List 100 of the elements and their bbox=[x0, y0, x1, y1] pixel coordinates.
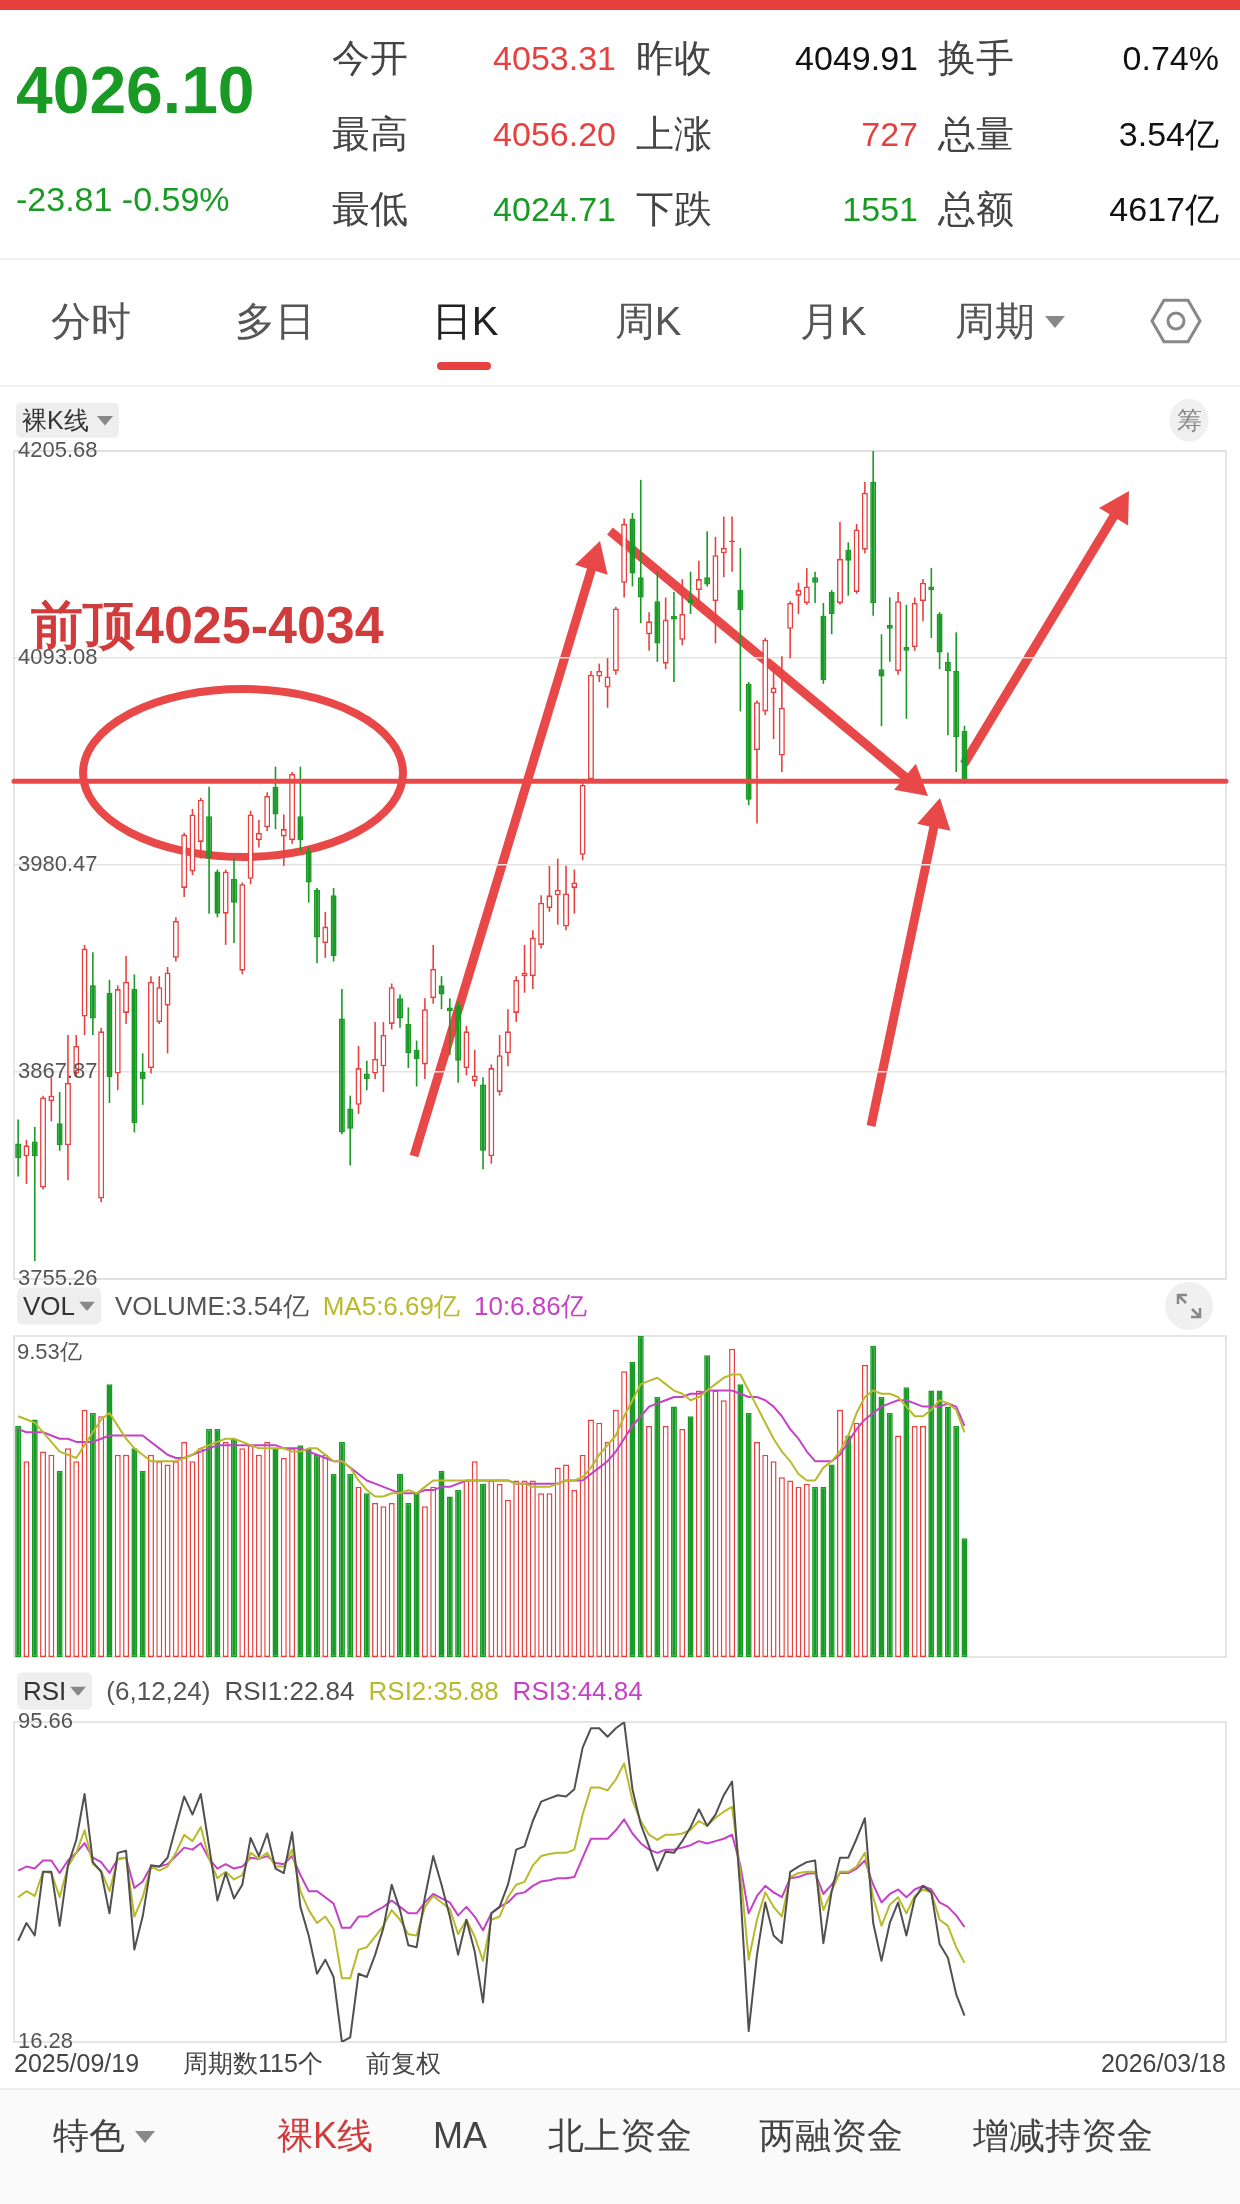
candlestick bbox=[845, 541, 852, 597]
text: 裸K线 bbox=[277, 2115, 374, 2157]
candlestick bbox=[670, 591, 677, 683]
candlestick bbox=[795, 581, 802, 615]
candlestick bbox=[363, 1059, 370, 1091]
text: 周期 bbox=[955, 298, 1035, 344]
text: 总额 bbox=[938, 188, 1014, 232]
text: 4026.10 bbox=[16, 53, 255, 129]
candlestick bbox=[571, 868, 578, 915]
candlestick bbox=[330, 887, 337, 963]
y-tick-label: 3755.26 bbox=[18, 1265, 98, 1291]
candlestick bbox=[189, 808, 196, 876]
candlestick bbox=[695, 559, 702, 610]
text: 今开 bbox=[332, 37, 408, 81]
text: 1551 bbox=[842, 190, 918, 230]
y-tick-label: 3980.47 bbox=[18, 851, 98, 877]
candlestick bbox=[637, 479, 644, 625]
text: 日K bbox=[431, 298, 499, 344]
candlestick bbox=[629, 512, 636, 588]
text: RSI2:35.88 bbox=[368, 1675, 499, 1707]
text: 4049.91 bbox=[795, 39, 918, 79]
text: RSI bbox=[23, 1675, 67, 1707]
text: 2026/03/18 bbox=[1100, 2048, 1226, 2078]
text: 上涨 bbox=[636, 113, 712, 157]
candlestick bbox=[272, 765, 279, 830]
text: -23.81 -0.59% bbox=[16, 180, 230, 220]
text: (6,12,24) bbox=[106, 1675, 211, 1707]
candlestick bbox=[322, 911, 329, 959]
candlestick bbox=[438, 975, 445, 1011]
text: 昨收 bbox=[636, 37, 712, 81]
text: 两融资金 bbox=[759, 2115, 903, 2157]
text: 3.54亿 bbox=[1118, 115, 1219, 155]
text: 4024.71 bbox=[493, 190, 616, 230]
candlestick bbox=[106, 979, 113, 1104]
text: 北上资金 bbox=[548, 2115, 692, 2157]
candlestick bbox=[297, 765, 304, 852]
candlestick bbox=[596, 662, 603, 683]
text: MA bbox=[433, 2115, 487, 2157]
candlestick bbox=[928, 567, 935, 639]
candlestick bbox=[247, 809, 254, 886]
candlestick bbox=[853, 523, 860, 595]
text: 增减持资金 bbox=[973, 2115, 1153, 2157]
text: 多日 bbox=[235, 298, 315, 344]
candlestick bbox=[828, 589, 835, 636]
text: 筹 bbox=[1169, 398, 1209, 442]
candlestick bbox=[380, 1021, 387, 1093]
candlestick bbox=[214, 868, 221, 919]
candlestick bbox=[820, 602, 827, 685]
candlestick bbox=[164, 966, 171, 1055]
candlestick bbox=[737, 547, 744, 713]
candlestick bbox=[355, 1045, 362, 1115]
candlestick bbox=[704, 530, 711, 588]
text: MA5:6.69亿 bbox=[322, 1289, 460, 1323]
candlestick bbox=[56, 1091, 63, 1152]
text: 月K bbox=[799, 298, 867, 344]
text: VOLUME:3.54亿 bbox=[115, 1289, 309, 1323]
candlestick bbox=[413, 1039, 420, 1088]
candlestick bbox=[347, 1094, 354, 1167]
text: VOL bbox=[23, 1290, 76, 1322]
candlestick bbox=[471, 1048, 478, 1088]
text: 周K bbox=[614, 298, 682, 344]
text: 总量 bbox=[938, 113, 1014, 157]
candlestick bbox=[131, 973, 138, 1134]
candlestick bbox=[604, 657, 611, 709]
text: 分时 bbox=[51, 298, 131, 344]
candlestick bbox=[720, 515, 727, 579]
candlestick bbox=[521, 944, 528, 994]
text: 4053.31 bbox=[493, 39, 616, 79]
text: 前复权 bbox=[366, 2048, 441, 2078]
candlestick bbox=[15, 1118, 22, 1178]
y-tick-label: 4205.68 bbox=[18, 437, 98, 463]
text: 裸K线 bbox=[16, 402, 119, 438]
text: 727 bbox=[861, 115, 918, 155]
y-tick-label: 95.66 bbox=[18, 1708, 74, 1734]
text: 4056.20 bbox=[493, 115, 616, 155]
text: RSI3:44.84 bbox=[512, 1675, 643, 1707]
text: 0.74% bbox=[1122, 39, 1219, 79]
candlestick bbox=[463, 1025, 470, 1077]
annotation: 9.53亿 bbox=[17, 1339, 82, 1365]
candlestick bbox=[23, 1138, 30, 1185]
text: 周期数115个 bbox=[183, 2048, 323, 2078]
candlestick bbox=[496, 1034, 503, 1097]
text: 4617亿 bbox=[1109, 190, 1219, 230]
text: 下跌 bbox=[636, 188, 712, 232]
text: RSI1:22.84 bbox=[224, 1675, 355, 1707]
text: 最高 bbox=[332, 113, 408, 157]
text: 特色 bbox=[53, 2115, 125, 2157]
candlestick bbox=[770, 664, 777, 740]
candlestick bbox=[280, 813, 287, 867]
candlestick bbox=[81, 944, 88, 1036]
text: 换手 bbox=[938, 37, 1014, 81]
candlestick bbox=[712, 536, 719, 645]
candlestick bbox=[787, 600, 794, 659]
candlestick bbox=[48, 1076, 55, 1123]
text: 10:6.86亿 bbox=[473, 1289, 587, 1323]
candlestick bbox=[554, 857, 561, 926]
candlestick bbox=[936, 611, 943, 670]
candlestick bbox=[546, 865, 553, 913]
candlestick bbox=[679, 578, 686, 647]
candlestick bbox=[803, 567, 810, 606]
